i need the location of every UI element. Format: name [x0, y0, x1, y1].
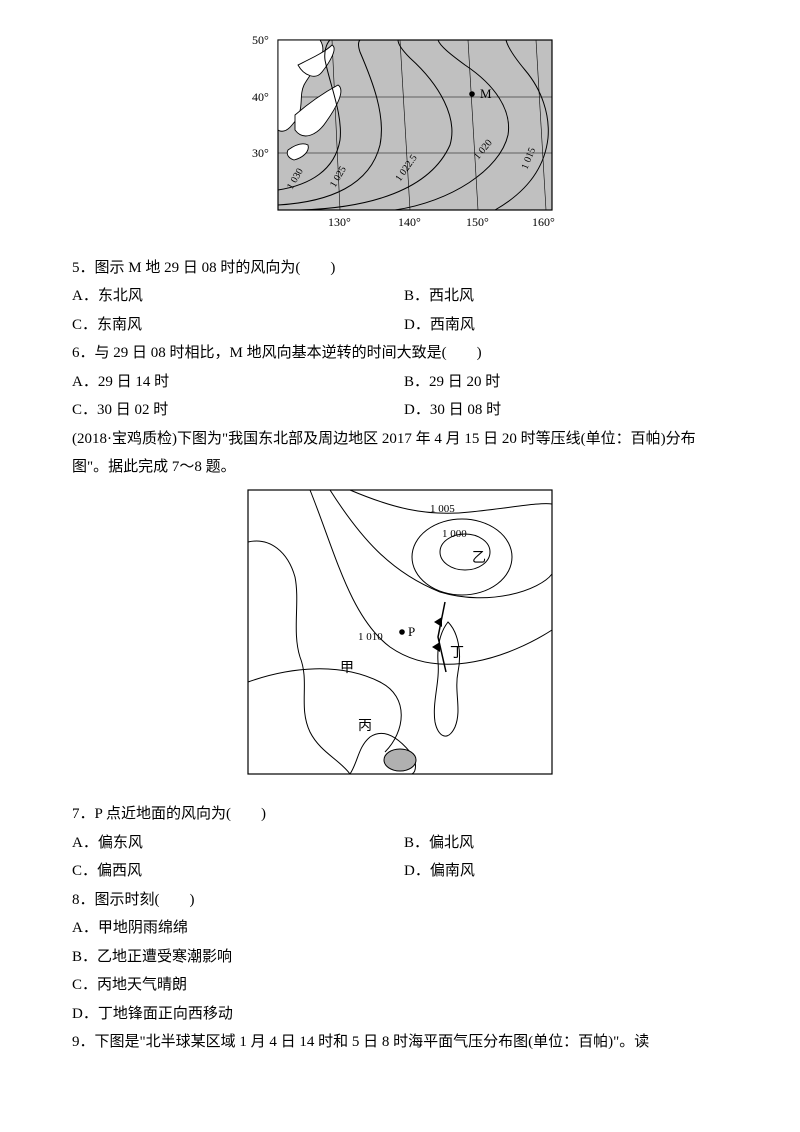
q6-opt-b: B．29 日 20 时: [396, 368, 728, 397]
q7-opt-c: C．偏西风: [72, 857, 396, 886]
label-jia: 甲: [340, 661, 354, 676]
page: M 1 030 1 025 1 022.5 1 020 1 015 50° 40…: [0, 0, 800, 1132]
q8-stem: 8．图示时刻( ): [72, 886, 728, 915]
q5-opt-b: B．西北风: [396, 282, 728, 311]
q9-stem: 9．下图是"北半球某区域 1 月 4 日 14 时和 5 日 8 时海平面气压分…: [72, 1028, 728, 1057]
q5-opt-d: D．西南风: [396, 311, 728, 340]
lat-50: 50°: [252, 33, 269, 47]
q7-opt-a: A．偏东风: [72, 829, 396, 858]
shaded-island: [384, 749, 416, 771]
lat-40: 40°: [252, 90, 269, 104]
point-m-label: M: [480, 86, 492, 101]
q5-opt-c: C．东南风: [72, 311, 396, 340]
iso2-1000: 1 000: [442, 528, 467, 540]
iso2-1005: 1 005: [430, 503, 455, 515]
q5-stem: 5．图示 M 地 29 日 08 时的风向为( ): [72, 254, 728, 283]
lon-140: 140°: [398, 215, 421, 229]
lat-30: 30°: [252, 146, 269, 160]
iso2-1010: 1 010: [358, 631, 383, 643]
q8-opt-d: D．丁地锋面正向西移动: [72, 1000, 728, 1029]
q6-opt-c: C．30 日 02 时: [72, 396, 396, 425]
label-yi: 乙: [472, 550, 486, 566]
q8-opt-b: B．乙地正遭受寒潮影响: [72, 943, 728, 972]
lon-130: 130°: [328, 215, 351, 229]
q8-opt-a: A．甲地阴雨绵绵: [72, 914, 728, 943]
q7-stem: 7．P 点近地面的风向为( ): [72, 800, 728, 829]
q8-opt-c: C．丙地天气晴朗: [72, 971, 728, 1000]
q7-opt-b: B．偏北风: [396, 829, 728, 858]
q6-opt-d: D．30 日 08 时: [396, 396, 728, 425]
q5-opt-a: A．东北风: [72, 282, 396, 311]
figure-1-wrap: M 1 030 1 025 1 022.5 1 020 1 015 50° 40…: [72, 30, 728, 246]
q6-opt-a: A．29 日 14 时: [72, 368, 396, 397]
figure-2-wrap: P 甲 乙 丙 丁 1 005 1 000 1 010: [72, 482, 728, 793]
label-bing: 丙: [358, 719, 372, 734]
intro-78: (2018·宝鸡质检)下图为"我国东北部及周边地区 2017 年 4 月 15 …: [72, 425, 728, 482]
lon-150: 150°: [466, 215, 489, 229]
figure-2-map: P 甲 乙 丙 丁 1 005 1 000 1 010: [240, 482, 560, 782]
label-ding: 丁: [450, 646, 464, 661]
q7-opt-d: D．偏南风: [396, 857, 728, 886]
lon-160: 160°: [532, 215, 555, 229]
label-p: P: [408, 624, 415, 639]
figure-1-map: M 1 030 1 025 1 022.5 1 020 1 015 50° 40…: [240, 30, 560, 235]
q6-stem: 6．与 29 日 08 时相比，M 地风向基本逆转的时间大致是( ): [72, 339, 728, 368]
